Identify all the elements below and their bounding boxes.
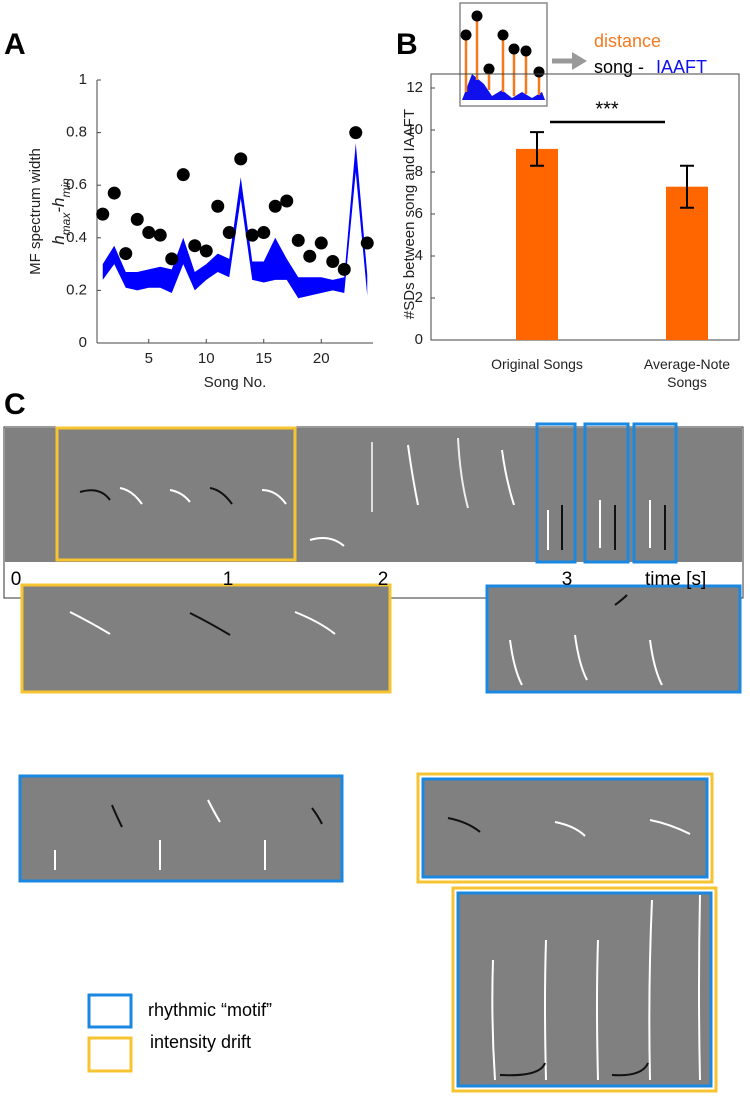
point [176, 168, 190, 182]
time-tick-label: 1 [223, 569, 234, 590]
point [303, 249, 317, 263]
point [268, 199, 282, 213]
y-tick-label: 0 [415, 331, 423, 348]
time-tick-label: 0 [11, 569, 22, 590]
band [102, 143, 368, 299]
bar [666, 186, 708, 340]
point [199, 244, 213, 258]
point [291, 233, 305, 247]
point [130, 212, 144, 226]
y-tick-label: 0.2 [66, 281, 87, 298]
error-bar [530, 131, 544, 167]
legend-label: intensity drift [150, 1032, 251, 1052]
y-axis-label: MF spectrum width [27, 148, 44, 275]
point [337, 262, 351, 276]
point [119, 247, 133, 261]
point [222, 226, 236, 240]
point [142, 226, 156, 240]
formula-part: min [59, 178, 73, 198]
axes-frame [430, 73, 740, 341]
y-tick-label: 2 [415, 289, 423, 306]
x-tick-label: Average-Note Songs [643, 356, 731, 390]
point [234, 152, 248, 166]
x-tick-label: 15 [255, 350, 272, 367]
inset-label: song - [594, 57, 644, 77]
panel-label: C [4, 388, 26, 421]
point [280, 194, 294, 208]
y-axis-label: hmax-hmin [49, 178, 73, 245]
spectrogram [3, 422, 744, 599]
y-tick-label: 0 [79, 334, 87, 351]
point [188, 239, 202, 253]
time-tick-label: 2 [378, 569, 389, 590]
inset-label: distance [594, 31, 661, 51]
time-axis-label: time [s] [645, 569, 706, 590]
x-tick-label: 10 [198, 350, 215, 367]
point [314, 236, 328, 250]
point [257, 226, 271, 240]
x-axis-label: Song No. [204, 374, 267, 391]
formula-part: -h [49, 198, 68, 213]
y-tick-label: 6 [415, 205, 423, 222]
point [107, 186, 121, 200]
point [349, 126, 363, 140]
inset [459, 2, 587, 107]
x-tick-label: 20 [313, 350, 330, 367]
x-tick-label: 5 [145, 350, 153, 367]
point [326, 254, 340, 268]
y-tick-label: 0.4 [66, 229, 87, 246]
y-tick-label: 1 [79, 71, 87, 88]
y-tick-label: 12 [406, 79, 423, 96]
y-tick-label: 0.8 [66, 124, 87, 141]
y-axis-label: #SDs between song and IAAFT [401, 109, 418, 319]
point [165, 252, 179, 266]
legend-swatch [87, 993, 133, 1029]
y-tick-label: 0.6 [66, 176, 87, 193]
bar [516, 148, 558, 340]
annotation: *** [595, 98, 619, 120]
legend-swatch [87, 1036, 133, 1073]
panel-label: A [4, 28, 26, 61]
point [360, 236, 374, 250]
x-tick-label: Original Songs [491, 356, 583, 372]
spectrogram-detail [18, 583, 742, 1093]
point [211, 199, 225, 213]
inset-label: IAAFT [656, 57, 707, 77]
panel-label: B [396, 28, 418, 61]
formula-part: h [49, 235, 68, 244]
time-tick-label: 3 [562, 569, 573, 590]
formula-part: max [59, 212, 73, 236]
legend-label: rhythmic “motif” [148, 1000, 272, 1020]
y-tick-label: 4 [415, 247, 423, 264]
point [245, 228, 259, 242]
y-tick-label: 8 [415, 163, 423, 180]
point [96, 207, 110, 221]
error-bar [680, 164, 694, 209]
y-tick-label: 10 [406, 121, 423, 138]
point [153, 228, 167, 242]
